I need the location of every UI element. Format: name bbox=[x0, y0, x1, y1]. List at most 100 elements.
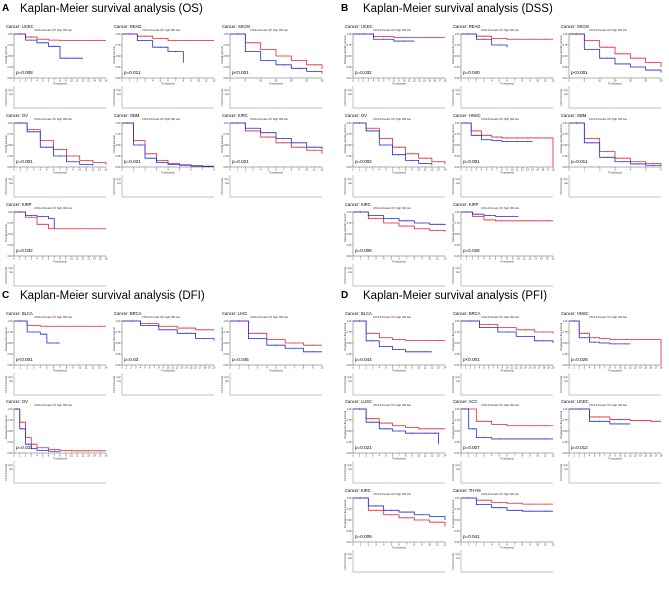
x-tick-label: 12 bbox=[82, 454, 85, 458]
legend-low-label: low bbox=[176, 315, 180, 319]
survival-curve-low bbox=[353, 408, 439, 445]
risk-row-label-low: low bbox=[9, 93, 13, 96]
x-tick-label: 10 bbox=[536, 543, 539, 547]
y-tick-label: 0.75 bbox=[223, 43, 229, 47]
x-tick-label: 5 bbox=[160, 79, 162, 83]
y-tick-label: 0.00 bbox=[115, 165, 121, 169]
y-tick-label: 0.50 bbox=[7, 54, 13, 58]
x-tick-label: 9 bbox=[411, 366, 413, 370]
p-value: p<0.001 bbox=[232, 70, 249, 75]
y-tick-label: 1.00 bbox=[223, 121, 229, 125]
panel-letter: C bbox=[2, 290, 9, 301]
x-tick-label: 4 bbox=[483, 257, 485, 261]
risk-row-label-high: high bbox=[347, 553, 352, 556]
survival-curve-high bbox=[461, 33, 553, 40]
legend-high-label: high bbox=[273, 315, 278, 319]
legend-title: CXCL13 levels bbox=[34, 403, 52, 407]
legend-low-label: low bbox=[407, 403, 411, 407]
x-tick-label: 6 bbox=[491, 168, 493, 172]
x-tick-label: 1 bbox=[19, 79, 21, 83]
x-tick-label: 7 bbox=[604, 454, 606, 458]
x-tick-label: 10 bbox=[536, 79, 539, 83]
x-tick-label: 3 bbox=[584, 366, 586, 370]
cancer-label: Cancer: BLCA bbox=[6, 311, 33, 316]
x-tick-label: 5 bbox=[385, 454, 387, 458]
x-tick-label: 5 bbox=[499, 543, 501, 547]
panel-title: Kaplan-Meier survival analysis (PFI) bbox=[363, 290, 547, 302]
x-tick-label: 0 bbox=[121, 79, 123, 83]
risk-row-label-low: low bbox=[456, 380, 460, 383]
x-tick-label: 10 bbox=[619, 366, 622, 370]
x-tick-label: 2 bbox=[599, 168, 601, 172]
p-value: p=0.03 bbox=[124, 357, 139, 362]
y-axis-title: Progression-free interval bbox=[451, 499, 455, 528]
y-tick-label: 0.00 bbox=[346, 540, 352, 544]
y-tick-label: 1.00 bbox=[223, 32, 229, 36]
x-tick-label: 12 bbox=[82, 79, 85, 83]
x-tick-label: 10 bbox=[70, 257, 73, 261]
survival-curve-high bbox=[122, 33, 214, 41]
y-axis-title: Overall survival bbox=[112, 46, 116, 64]
p-value: p<0.001 bbox=[571, 70, 588, 75]
y-axis-title: Disease-free interval bbox=[4, 327, 8, 351]
x-tick-label: 20 bbox=[213, 366, 216, 370]
legend-title: CXCL13 levels bbox=[589, 28, 607, 32]
risk-table-title: CXCL13 levels bbox=[451, 463, 455, 481]
x-tick-label: 2 bbox=[25, 454, 27, 458]
x-tick-label: 4 bbox=[373, 79, 375, 83]
legend-high-label: high bbox=[612, 403, 617, 407]
x-tick-label: 14 bbox=[105, 168, 108, 172]
x-tick-label: 4 bbox=[589, 366, 591, 370]
legend-low-label: low bbox=[515, 28, 519, 32]
x-tick-label: 17 bbox=[199, 366, 202, 370]
x-tick-label: 6 bbox=[398, 257, 400, 261]
x-tick-label: 5 bbox=[385, 168, 387, 172]
risk-table-title: CXCL13 levels bbox=[220, 177, 224, 195]
x-tick-label: 10 bbox=[167, 366, 170, 370]
x-tick-label: 11 bbox=[424, 454, 427, 458]
risk-table-title: CXCL13 levels bbox=[343, 463, 347, 481]
x-tick-label: 1 bbox=[360, 257, 362, 261]
x-tick-label: 9 bbox=[421, 257, 423, 261]
legend-high-label: high bbox=[396, 492, 401, 496]
y-tick-label: 0.25 bbox=[7, 352, 13, 356]
y-tick-label: 0.00 bbox=[454, 363, 460, 367]
risk-row-label-low: low bbox=[564, 380, 568, 383]
y-tick-label: 0.25 bbox=[223, 352, 229, 356]
x-tick-label: 12 bbox=[444, 257, 447, 261]
x-tick-label: 11 bbox=[544, 454, 547, 458]
x-tick-label: 7 bbox=[496, 168, 498, 172]
x-tick-label: 0 bbox=[352, 168, 354, 172]
risk-row-label-high: high bbox=[563, 464, 568, 467]
y-axis-title: Disease-specific survival bbox=[451, 213, 455, 242]
x-tick-label: 13 bbox=[180, 366, 183, 370]
p-value: p=0.007 bbox=[463, 445, 480, 450]
x-tick-label: 3 bbox=[135, 366, 137, 370]
legend-high-label: high bbox=[57, 403, 62, 407]
y-tick-label: 1.00 bbox=[346, 210, 352, 214]
cancer-label: Cancer: BLCA bbox=[345, 311, 372, 316]
risk-row-label-low: low bbox=[225, 93, 229, 96]
x-tick-label: 1 bbox=[466, 257, 468, 261]
x-tick-label: 3 bbox=[372, 168, 374, 172]
x-tick-label: 0 bbox=[460, 366, 462, 370]
x-tick-label: 8 bbox=[59, 257, 61, 261]
x-tick-label: 16 bbox=[552, 257, 555, 261]
y-tick-label: 1.00 bbox=[7, 210, 13, 214]
survival-curve-high bbox=[569, 320, 662, 365]
y-tick-label: 0.00 bbox=[346, 451, 352, 455]
y-axis-title: Progression-free interval bbox=[343, 499, 347, 528]
x-axis-title: Time(years) bbox=[392, 260, 406, 264]
cancer-label: Cancer: KIRP bbox=[6, 202, 32, 207]
y-tick-label: 0.75 bbox=[223, 132, 229, 136]
x-tick-label: 3 bbox=[257, 366, 259, 370]
x-tick-label: 2 bbox=[137, 79, 139, 83]
y-tick-label: 0.75 bbox=[454, 507, 460, 511]
risk-table-title: CXCL13 levels bbox=[4, 88, 8, 106]
x-tick-label: 7 bbox=[59, 366, 61, 370]
legend-high-label: high bbox=[504, 117, 509, 121]
survival-curve-low bbox=[122, 33, 184, 63]
cancer-label: Cancer: HNSC bbox=[561, 311, 589, 316]
